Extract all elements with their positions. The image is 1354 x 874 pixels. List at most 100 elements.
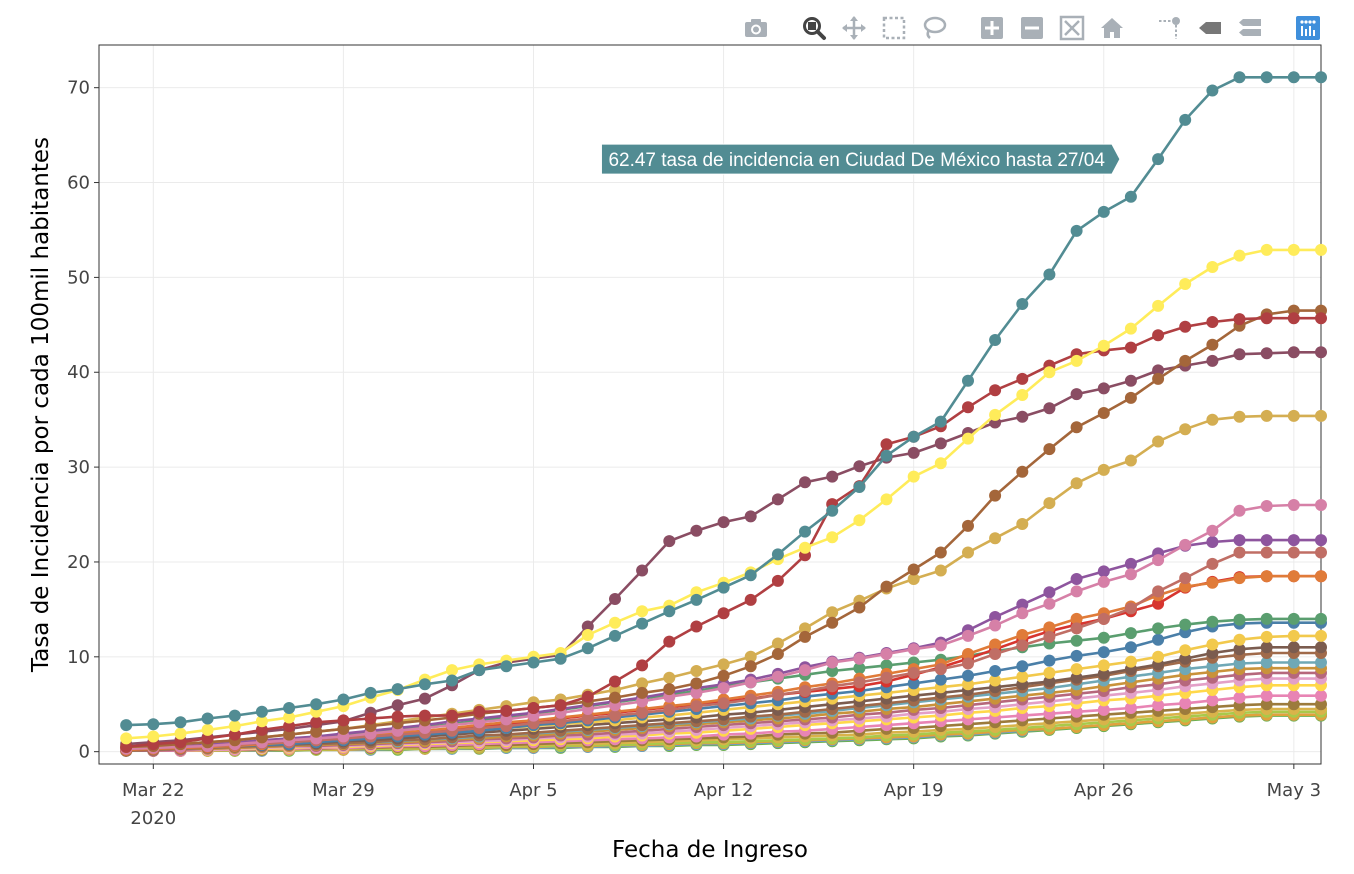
data-point[interactable]	[1070, 573, 1083, 585]
data-point[interactable]	[120, 732, 133, 745]
data-point[interactable]	[934, 457, 947, 470]
data-point[interactable]	[934, 663, 947, 676]
data-point[interactable]	[1287, 612, 1300, 625]
data-point[interactable]	[962, 401, 974, 414]
data-point[interactable]	[1260, 347, 1273, 360]
data-point[interactable]	[853, 481, 866, 493]
data-point[interactable]	[500, 704, 513, 717]
data-point[interactable]	[527, 702, 540, 714]
data-point[interactable]	[1206, 638, 1219, 651]
data-point[interactable]	[826, 606, 839, 619]
data-point[interactable]	[1287, 689, 1300, 702]
data-point[interactable]	[962, 629, 974, 642]
data-point[interactable]	[1152, 633, 1165, 646]
data-point[interactable]	[880, 580, 893, 593]
data-point[interactable]	[1287, 312, 1300, 325]
data-point[interactable]	[1233, 691, 1246, 704]
data-point[interactable]	[989, 638, 1002, 651]
data-point[interactable]	[1097, 659, 1110, 672]
data-point[interactable]	[1287, 656, 1300, 669]
data-point[interactable]	[1152, 364, 1165, 377]
data-point[interactable]	[826, 531, 839, 544]
box-select-icon[interactable]	[876, 10, 912, 46]
data-point[interactable]	[907, 666, 920, 679]
data-point[interactable]	[1315, 346, 1327, 359]
data-point[interactable]	[1070, 705, 1083, 718]
data-point[interactable]	[1233, 657, 1246, 670]
data-point[interactable]	[853, 514, 866, 527]
pan-icon[interactable]	[836, 10, 872, 46]
data-point[interactable]	[989, 532, 1002, 545]
data-point[interactable]	[1260, 243, 1273, 256]
data-point[interactable]	[255, 705, 268, 718]
data-point[interactable]	[1097, 565, 1110, 578]
data-point[interactable]	[1152, 435, 1165, 448]
data-point[interactable]	[1233, 71, 1246, 84]
data-point[interactable]	[853, 652, 866, 665]
data-point[interactable]	[717, 658, 730, 671]
data-point[interactable]	[1070, 224, 1083, 237]
data-point[interactable]	[1124, 602, 1137, 615]
data-point[interactable]	[1043, 630, 1056, 643]
data-point[interactable]	[1016, 389, 1029, 401]
data-point[interactable]	[1179, 618, 1192, 631]
data-point[interactable]	[636, 677, 649, 690]
data-point[interactable]	[1206, 338, 1219, 351]
data-point[interactable]	[907, 470, 920, 483]
data-point[interactable]	[962, 546, 974, 559]
data-point[interactable]	[1097, 407, 1110, 419]
data-point[interactable]	[609, 709, 621, 722]
data-point[interactable]	[799, 630, 811, 643]
data-point[interactable]	[446, 674, 458, 687]
data-point[interactable]	[989, 384, 1002, 397]
data-point[interactable]	[1179, 354, 1192, 367]
data-point[interactable]	[473, 705, 486, 718]
data-point[interactable]	[690, 524, 703, 537]
data-point[interactable]	[853, 460, 866, 473]
data-point[interactable]	[744, 593, 757, 606]
data-point[interactable]	[1206, 413, 1219, 426]
data-point[interactable]	[1260, 641, 1273, 654]
data-point[interactable]	[989, 408, 1002, 421]
data-point[interactable]	[1260, 71, 1273, 84]
data-point[interactable]	[310, 698, 323, 711]
data-point[interactable]	[962, 657, 974, 670]
hover-closest-icon[interactable]	[1192, 10, 1228, 46]
data-point[interactable]	[1070, 622, 1083, 635]
data-point[interactable]	[1206, 316, 1219, 328]
data-point[interactable]	[120, 740, 133, 753]
data-point[interactable]	[609, 616, 621, 629]
data-point[interactable]	[1097, 382, 1110, 395]
data-point[interactable]	[744, 693, 757, 706]
data-point[interactable]	[1315, 546, 1327, 559]
data-point[interactable]	[1179, 697, 1192, 710]
data-point[interactable]	[799, 525, 811, 538]
data-point[interactable]	[636, 706, 649, 719]
data-point[interactable]	[255, 723, 268, 736]
data-point[interactable]	[446, 664, 458, 677]
data-point[interactable]	[1206, 536, 1219, 548]
data-point[interactable]	[1206, 694, 1219, 707]
data-point[interactable]	[1124, 641, 1137, 654]
data-point[interactable]	[1070, 421, 1083, 434]
data-point[interactable]	[907, 677, 920, 690]
data-point[interactable]	[174, 736, 187, 749]
data-point[interactable]	[1179, 580, 1192, 593]
data-point[interactable]	[1260, 630, 1273, 643]
data-point[interactable]	[1016, 465, 1029, 478]
data-point[interactable]	[853, 662, 866, 675]
data-point[interactable]	[934, 437, 947, 450]
data-point[interactable]	[337, 693, 350, 706]
data-point[interactable]	[283, 720, 296, 733]
data-point[interactable]	[771, 670, 784, 683]
data-point[interactable]	[1260, 312, 1273, 325]
data-point[interactable]	[771, 548, 784, 561]
data-point[interactable]	[1097, 575, 1110, 588]
data-point[interactable]	[1315, 689, 1327, 702]
data-point[interactable]	[690, 686, 703, 699]
data-point[interactable]	[1287, 546, 1300, 559]
data-point[interactable]	[554, 652, 567, 665]
data-point[interactable]	[446, 709, 458, 722]
data-point[interactable]	[418, 692, 431, 705]
data-point[interactable]	[934, 673, 947, 686]
